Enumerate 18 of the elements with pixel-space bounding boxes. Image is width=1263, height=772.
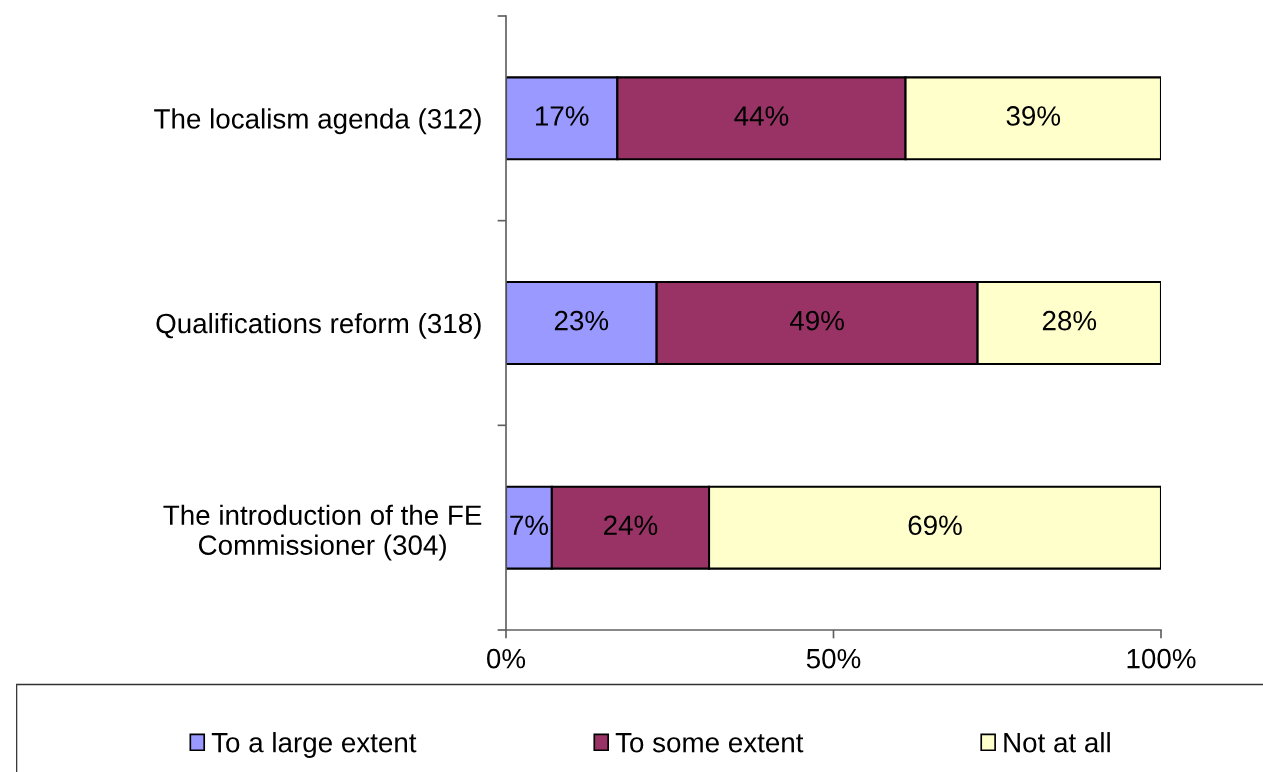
legend-label: To a large extent xyxy=(211,732,417,758)
x-tick-label: 50% xyxy=(806,648,861,669)
data-label: 7% xyxy=(510,515,549,536)
data-label: 17% xyxy=(536,106,589,126)
data-label: 39% xyxy=(1006,106,1061,126)
legend-label: To some extent xyxy=(615,733,804,753)
x-tick-label: 100% xyxy=(1127,648,1196,669)
data-label: 23% xyxy=(554,310,609,331)
data-label: 69% xyxy=(908,515,962,536)
legend-label: Not at all xyxy=(1004,732,1110,753)
x-tick-label: 0% xyxy=(487,648,526,669)
data-label: 49% xyxy=(789,310,844,331)
data-label: 44% xyxy=(734,106,789,126)
y-tick-label: The localism agenda (312) xyxy=(154,108,481,135)
data-label: 28% xyxy=(1042,310,1097,331)
y-tick-label: Qualifications reform (318) xyxy=(156,312,481,339)
data-label: 24% xyxy=(604,515,658,536)
y-tick-label: The introduction of the FE Commissioner (304) xyxy=(163,504,482,561)
